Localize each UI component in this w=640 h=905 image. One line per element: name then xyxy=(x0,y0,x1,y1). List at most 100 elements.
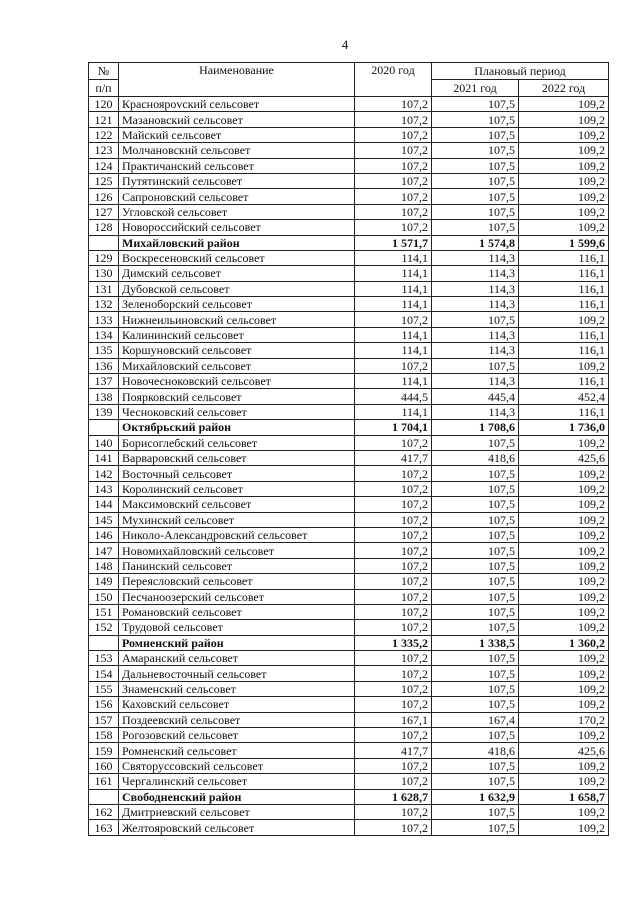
table-row: 151 Романовский сельсовет 107,2 107,5 109,2 xyxy=(88,603,610,621)
table-row: 161 Чергалинский сельсовет 107,2 107,5 109,2 xyxy=(88,773,610,790)
row-number: 125 xyxy=(88,172,119,190)
row-name: Восточный сельсовет xyxy=(118,465,355,482)
row-number: 130 xyxy=(88,265,119,282)
value-2020: 107,2 xyxy=(354,603,432,621)
row-name: Знаменский сельсовет xyxy=(118,680,355,698)
value-2020: 107,2 xyxy=(354,650,432,667)
value-2021: 1 632,9 xyxy=(431,788,519,805)
value-2022: 109,2 xyxy=(517,434,610,451)
table-row: 134 Калининский сельсовет 114,1 114,3 116,1 xyxy=(88,326,610,344)
row-name: Дмитриевский сельсовет xyxy=(118,803,355,821)
value-2022: 109,2 xyxy=(517,203,610,221)
district-total-row: Свободненский район 1 628,7 1 632,9 1 658,7 xyxy=(88,788,610,805)
value-2021: 107,5 xyxy=(431,696,519,713)
value-2022: 116,1 xyxy=(517,249,610,267)
value-2020: 107,2 xyxy=(354,557,432,575)
value-2021: 114,3 xyxy=(431,373,519,390)
row-name: Коршуновский сельсовет xyxy=(118,342,355,359)
row-number: 139 xyxy=(88,403,119,421)
value-2021: 107,5 xyxy=(431,480,519,498)
row-number: 131 xyxy=(88,280,119,298)
row-number: 161 xyxy=(88,773,119,790)
value-2020: 107,2 xyxy=(354,773,432,790)
value-2021: 107,5 xyxy=(431,650,519,667)
value-2022: 109,2 xyxy=(517,219,610,236)
value-2022: 1 658,7 xyxy=(517,788,610,805)
row-number: 156 xyxy=(88,696,119,713)
table-row: 136 Михайловский сельсовет 107,2 107,5 109,2 xyxy=(88,357,610,375)
header-2021: 2021 год xyxy=(431,79,519,97)
table-row: 150 Песчаноозерский сельсовет 107,2 107,5 10… xyxy=(88,588,610,605)
table-row: 148 Панинский сельсовет 107,2 107,5 109,2 xyxy=(88,557,610,575)
value-2021: 114,3 xyxy=(431,249,519,267)
value-2022: 109,2 xyxy=(517,172,610,190)
value-2021: 107,5 xyxy=(431,465,519,482)
value-2020: 107,2 xyxy=(354,542,432,559)
header-plan-period: Плановый период xyxy=(430,62,610,80)
table-row: 128 Новороссийский сельсовет 107,2 107,5 109… xyxy=(88,219,610,236)
row-number: 144 xyxy=(88,496,119,513)
row-name: Трудовой сельсовет xyxy=(118,619,355,636)
row-name: Нижнеильиновский сельсовет xyxy=(118,311,355,328)
value-2021: 107,5 xyxy=(431,603,519,621)
header-row: № Наименование 2020 год Плановый период xyxy=(88,62,610,97)
row-name: Михайловский сельсовет xyxy=(118,357,355,375)
value-2020: 114,1 xyxy=(354,265,432,282)
value-2021: 107,5 xyxy=(431,188,519,205)
value-2020: 107,2 xyxy=(354,727,432,744)
value-2020: 417,7 xyxy=(354,742,432,759)
value-2022: 116,1 xyxy=(517,373,610,390)
row-number: 123 xyxy=(88,142,119,159)
header-2020: 2020 год xyxy=(354,62,432,97)
table-row: 133 Нижнеильиновский сельсовет 107,2 107,5 1… xyxy=(88,311,610,328)
value-2020: 114,1 xyxy=(354,280,432,298)
value-2021: 107,5 xyxy=(431,142,519,159)
value-2021: 107,5 xyxy=(431,219,519,236)
value-2021: 107,5 xyxy=(431,126,519,144)
row-number xyxy=(88,419,119,436)
value-2022: 109,2 xyxy=(517,588,610,605)
district-total-row: Ромненский район 1 335,2 1 338,5 1 360,2 xyxy=(88,634,610,652)
value-2022: 109,2 xyxy=(517,757,610,775)
row-number: 154 xyxy=(88,665,119,682)
row-number: 124 xyxy=(88,157,119,174)
value-2021: 107,5 xyxy=(431,111,519,128)
row-name: Новороссийский сельсовет xyxy=(118,219,355,236)
value-2020: 107,2 xyxy=(354,496,432,513)
value-2022: 109,2 xyxy=(517,126,610,144)
table-row: 140 Борисоглебский сельсовет 107,2 107,5 109… xyxy=(88,434,610,451)
row-number xyxy=(88,234,119,251)
value-2021: 114,3 xyxy=(431,296,519,313)
row-name: Новомихайловский сельсовет xyxy=(118,542,355,559)
value-2021: 107,5 xyxy=(431,588,519,605)
row-name: Поздеевский сельсовет xyxy=(118,711,355,729)
row-number: 162 xyxy=(88,803,119,821)
value-2020: 107,2 xyxy=(354,696,432,713)
value-2022: 109,2 xyxy=(517,511,610,528)
row-name: Угловской сельсовет xyxy=(118,203,355,221)
header-num-2: п/п xyxy=(88,79,119,97)
table-row: 163 Желтояровский сельсовет 107,2 107,5 109,… xyxy=(88,819,610,836)
value-2022: 109,2 xyxy=(517,465,610,482)
value-2022: 425,6 xyxy=(517,449,610,467)
row-number: 134 xyxy=(88,326,119,344)
value-2020: 107,2 xyxy=(354,219,432,236)
table-row: 146 Николо-Александровский сельсовет 107,2… xyxy=(88,526,610,544)
row-number: 142 xyxy=(88,465,119,482)
value-2022: 109,2 xyxy=(517,95,610,113)
row-number: 158 xyxy=(88,727,119,744)
header-name: Наименование xyxy=(118,62,355,97)
value-2021: 167,4 xyxy=(431,711,519,729)
value-2020: 167,1 xyxy=(354,711,432,729)
value-2020: 107,2 xyxy=(354,126,432,144)
value-2022: 109,2 xyxy=(517,650,610,667)
value-2021: 107,5 xyxy=(431,496,519,513)
value-2020: 107,2 xyxy=(354,588,432,605)
value-2020: 1 335,2 xyxy=(354,634,432,652)
value-2020: 444,5 xyxy=(354,388,432,405)
row-number: 138 xyxy=(88,388,119,405)
row-number: 153 xyxy=(88,650,119,667)
value-2020: 107,2 xyxy=(354,619,432,636)
value-2020: 107,2 xyxy=(354,803,432,821)
table-row: 125 Путятинский сельсовет 107,2 107,5 109,2 xyxy=(88,172,610,190)
